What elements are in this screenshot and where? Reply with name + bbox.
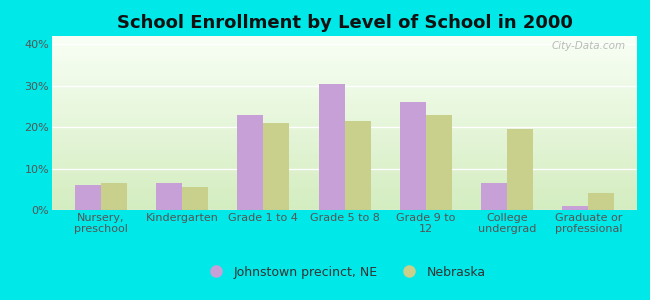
Bar [263,123,289,210]
Bar [75,185,101,210]
Bar [237,115,263,210]
Bar [400,102,426,210]
Bar [318,84,344,210]
Bar [507,129,533,210]
Bar [481,183,507,210]
Bar [426,115,452,210]
Bar [562,206,588,210]
Text: City-Data.com: City-Data.com [551,41,625,51]
Bar [101,183,127,210]
Legend: Johnstown precinct, NE, Nebraska: Johnstown precinct, NE, Nebraska [198,261,491,284]
Bar [156,183,182,210]
Bar [182,187,208,210]
Title: School Enrollment by Level of School in 2000: School Enrollment by Level of School in … [116,14,573,32]
Bar [344,121,370,210]
Bar [588,194,614,210]
